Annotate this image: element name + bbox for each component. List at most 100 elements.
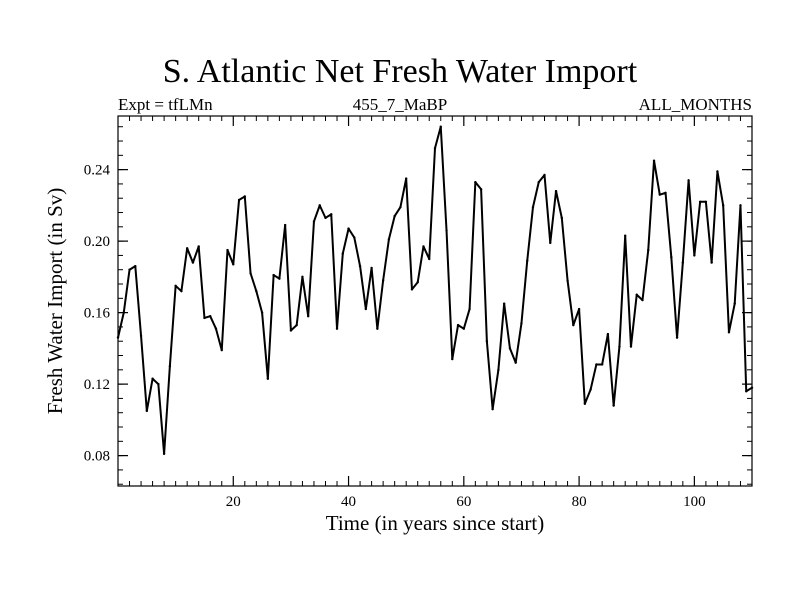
data-point [393, 214, 396, 218]
data-point [554, 189, 558, 193]
data-point [255, 289, 258, 293]
data-point [537, 180, 540, 184]
data-point [214, 327, 218, 330]
data-point [439, 125, 442, 128]
data-point [220, 348, 223, 352]
data-point [376, 327, 379, 330]
data-point [116, 336, 120, 339]
data-point [295, 323, 298, 327]
data-point [716, 170, 719, 173]
data-point [399, 205, 402, 209]
data-point [226, 248, 229, 252]
data-point [266, 377, 270, 380]
data-point [134, 264, 137, 268]
data-point [347, 227, 350, 230]
data-point [635, 293, 638, 296]
data-point [324, 216, 327, 220]
data-point [468, 307, 471, 311]
data-point [647, 248, 650, 252]
data-point [174, 284, 177, 288]
data-point [485, 340, 489, 343]
data-point [583, 402, 587, 405]
data-point [289, 329, 293, 332]
data-point [180, 289, 183, 293]
data-point [209, 314, 212, 318]
data-point [445, 229, 448, 232]
data-point [514, 361, 517, 364]
run-label: 455_7_MaBP [352, 95, 448, 114]
data-point [739, 204, 742, 207]
y-tick-label: 0.12 [84, 377, 110, 393]
data-point [520, 322, 523, 325]
data-point [260, 311, 264, 314]
data-point [675, 336, 679, 339]
data-point [658, 193, 661, 196]
data-point [139, 334, 143, 338]
data-point [358, 264, 362, 268]
data-point [433, 146, 437, 150]
data-point [301, 275, 304, 279]
x-tick-label: 20 [226, 494, 241, 510]
data-point [278, 277, 281, 280]
data-point [641, 298, 644, 302]
data-point [243, 195, 246, 198]
data-point [474, 180, 477, 184]
x-axis-label: Time (in years since start) [326, 511, 545, 535]
y-tick-label: 0.16 [84, 306, 111, 322]
data-point [566, 279, 569, 282]
data-point [410, 288, 414, 291]
data-point [249, 272, 252, 275]
chart-title: S. Atlantic Net Fresh Water Import [162, 53, 638, 90]
data-point [693, 254, 696, 257]
y-tick-label: 0.24 [84, 163, 111, 179]
data-point [122, 311, 125, 314]
data-point [283, 223, 287, 227]
data-point [191, 261, 195, 264]
data-point [370, 266, 373, 270]
data-point [237, 198, 241, 202]
data-point [335, 327, 339, 330]
data-point [185, 247, 189, 250]
data-point [428, 257, 431, 261]
data-point [710, 261, 713, 264]
data-point [145, 409, 149, 413]
data-point [318, 204, 321, 207]
data-point [151, 377, 154, 380]
data-point [745, 390, 748, 393]
data-point [416, 281, 419, 284]
data-point [624, 234, 627, 237]
data-point [364, 307, 368, 311]
data-point [381, 279, 385, 282]
data-point [560, 216, 563, 220]
data-point [203, 316, 206, 320]
data-point [595, 363, 598, 366]
data-point [330, 213, 333, 216]
months-label: ALL_MONTHS [638, 95, 752, 114]
data-point [572, 323, 575, 327]
data-point [526, 259, 529, 262]
data-point [664, 191, 667, 195]
data-point [307, 314, 310, 318]
data-point [721, 204, 725, 207]
data-point [168, 365, 172, 368]
data-point [341, 252, 344, 255]
experiment-label: Expt = tfLMn [118, 95, 213, 114]
data-point [618, 345, 621, 348]
tick-labels: 20 40 60 80 100 0.08 0.12 0.16 0.20 0.24 [84, 163, 706, 510]
data-point [531, 205, 535, 209]
data-point [681, 261, 685, 264]
data-point [589, 388, 592, 391]
data-point [162, 452, 166, 456]
data-point [549, 241, 552, 245]
data-point [600, 363, 604, 366]
data-point [451, 357, 454, 361]
data-point [404, 177, 408, 180]
data-point [543, 173, 546, 177]
data-point [479, 188, 483, 191]
plot-frame [117, 115, 753, 487]
x-tick-label: 60 [456, 494, 471, 510]
data-point [670, 256, 673, 259]
data-point [456, 323, 460, 327]
data-point [698, 200, 702, 203]
data-points [116, 125, 754, 456]
